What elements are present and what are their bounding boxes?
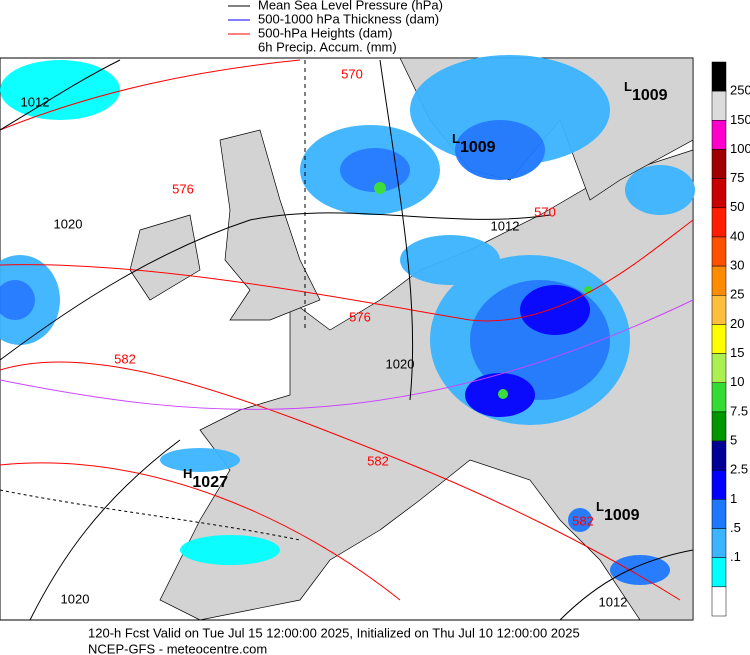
- contour-label: 582: [114, 351, 136, 366]
- colorbar-label: 7.5: [730, 403, 748, 418]
- contour-label: 1012: [21, 94, 50, 109]
- colorbar-swatch: [711, 61, 727, 92]
- colorbar-swatch: [711, 440, 727, 471]
- footer-line: 120-h Fcst Valid on Tue Jul 15 12:00:00 …: [88, 625, 580, 640]
- colorbar-swatch: [711, 265, 727, 296]
- colorbar-swatch: [711, 499, 727, 529]
- colorbar-label: 30: [730, 258, 744, 273]
- legend-label: 6h Precip. Accum. (mm): [258, 39, 397, 54]
- contour-label: 570: [534, 204, 556, 219]
- pressure-center: L1009: [624, 79, 668, 104]
- contour-label: 570: [341, 66, 363, 81]
- colorbar-label: .5: [730, 520, 741, 535]
- colorbar-label: 2.5: [730, 462, 748, 477]
- footer-line: NCEP-GFS - meteocentre.com: [88, 641, 267, 655]
- contour-label: 1012: [491, 218, 520, 233]
- pressure-center: H1027: [183, 466, 228, 491]
- precipitation: [0, 55, 695, 585]
- center-value: 1009: [632, 87, 668, 104]
- colorbar-swatch: [711, 586, 727, 617]
- colorbar-label: .1: [730, 549, 741, 564]
- colorbar-swatch: [711, 207, 727, 238]
- colorbar-swatch: [711, 469, 727, 500]
- contour-label: 576: [172, 181, 194, 196]
- colorbar-label: 40: [730, 228, 744, 243]
- colorbar-swatch: [711, 236, 727, 267]
- contour-label: 1020: [54, 216, 83, 231]
- colorbar-label: 50: [730, 199, 744, 214]
- colorbar-label: 100: [730, 141, 750, 156]
- colorbar-swatch: [711, 528, 727, 558]
- center-letter: L: [596, 499, 604, 514]
- center-letter: L: [624, 79, 632, 94]
- contour-label: 1012: [599, 594, 628, 609]
- center-letter: L: [452, 131, 460, 146]
- center-value: 1009: [460, 139, 496, 156]
- colorbar-swatch: [711, 353, 727, 383]
- colorbar-swatch: [711, 149, 727, 179]
- center-value: 1009: [604, 507, 640, 524]
- colorbar-label: 250: [730, 83, 750, 98]
- labels: L1009L1009L1009H102710121012101210201020…: [21, 66, 668, 609]
- contour-label: 582: [572, 513, 594, 528]
- colorbar-label: 75: [730, 170, 744, 185]
- pressure-center: L1009: [596, 499, 640, 524]
- colorbar-swatch: [711, 382, 727, 413]
- colorbar-swatch: [711, 120, 727, 150]
- colorbar-swatch: [711, 90, 727, 121]
- colorbar-swatch: [711, 178, 727, 209]
- colorbar-label: 1: [730, 491, 737, 506]
- contour-label: 582: [367, 453, 389, 468]
- colorbar-label: 10: [730, 374, 744, 389]
- colorbar-swatch: [711, 295, 727, 325]
- legend-label: 500-hPa Heights (dam): [258, 25, 392, 40]
- colorbar-swatch: [711, 411, 727, 442]
- colorbar-swatch: [711, 557, 727, 588]
- pressure-center: L1009: [452, 131, 496, 156]
- great-britain: [219, 129, 321, 321]
- ireland: [129, 214, 201, 301]
- contour-label: 576: [349, 309, 371, 324]
- legend-label: 500-1000 hPa Thickness (dam): [258, 11, 439, 26]
- map: [0, 55, 695, 621]
- contour-label: 1020: [61, 591, 90, 606]
- colorbar-label: 15: [730, 345, 744, 360]
- legend: Mean Sea Level Pressure (hPa)500-1000 hP…: [228, 0, 443, 54]
- legend-label: Mean Sea Level Pressure (hPa): [258, 0, 443, 12]
- colorbar-label: 20: [730, 316, 744, 331]
- contour-label: 1020: [386, 356, 415, 371]
- center-letter: H: [183, 466, 192, 481]
- colorbar-label: 5: [730, 432, 737, 447]
- colorbar-label: 25: [730, 287, 744, 302]
- colorbar-swatch: [711, 324, 727, 354]
- colorbar: 250 150 100 75 50 40 30 25 20 15 10 7.5 5 2.5 1 .5 .1: [711, 61, 750, 617]
- contours: [0, 59, 694, 621]
- colorbar-label: 150: [730, 112, 750, 127]
- center-value: 1027: [192, 474, 228, 491]
